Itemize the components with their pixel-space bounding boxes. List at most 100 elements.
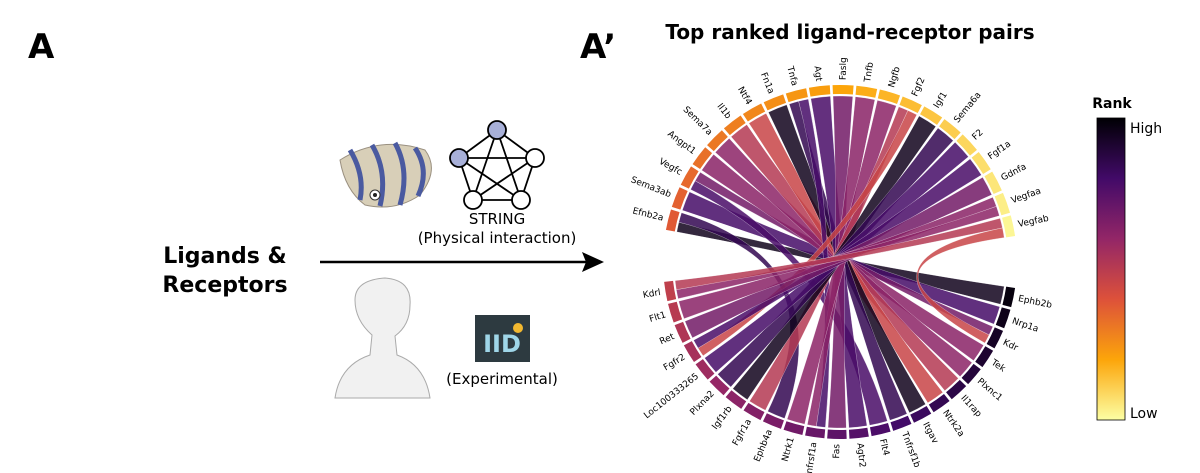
- node-label: Vegfab: [1017, 214, 1050, 230]
- node-label: Kdrl: [642, 288, 661, 301]
- node-label: Sema7a: [681, 105, 714, 138]
- node-label: Vegfc: [657, 157, 684, 178]
- node-arc: [971, 152, 991, 174]
- node-arc: [1002, 215, 1016, 238]
- node-label: Plxna2: [689, 389, 717, 418]
- node-arc: [994, 192, 1011, 216]
- node-arc: [668, 301, 683, 323]
- legend-title: Rank: [1092, 96, 1132, 112]
- iid-text: IID: [483, 330, 521, 358]
- node-arc: [920, 106, 943, 125]
- node-label: Flt1: [648, 310, 667, 324]
- node-arc: [855, 85, 878, 98]
- node-arc: [692, 147, 713, 170]
- node-arc: [986, 327, 1004, 349]
- node-arc: [877, 89, 901, 104]
- network-icon: [449, 120, 545, 210]
- node-label: Plxnc1: [975, 377, 1004, 404]
- node-arc: [848, 427, 869, 439]
- string-label: STRING: [469, 210, 525, 228]
- node-label: Agt: [811, 65, 823, 82]
- node-arc: [984, 171, 1002, 194]
- node-arc: [808, 85, 831, 97]
- node-label: Vegfaa: [1010, 186, 1042, 206]
- node-label: Efnb2a: [631, 206, 664, 223]
- node-label: Fgf1a: [987, 139, 1013, 162]
- node-arc: [665, 209, 680, 232]
- node-arc: [961, 363, 981, 385]
- iid-logo: IID: [475, 315, 530, 362]
- node-arc: [664, 280, 677, 302]
- node-label: Gdnfa: [1000, 162, 1029, 183]
- node-arc: [674, 321, 691, 343]
- node-label: Ntrk2a: [940, 408, 966, 439]
- node-arc: [832, 84, 854, 95]
- node-label: Fgfr1a: [731, 418, 754, 448]
- node-label: Tnfb: [863, 61, 876, 84]
- node-label: Igf1rb: [711, 404, 735, 432]
- node-arc: [939, 119, 961, 140]
- panel-label: A’: [580, 27, 616, 67]
- node-label: Tnfrsf1a: [804, 441, 819, 473]
- node-arc: [725, 390, 747, 409]
- node-arc: [975, 346, 994, 368]
- node-arc: [1002, 286, 1016, 308]
- chord-title: Top ranked ligand-receptor pairs: [665, 20, 1034, 44]
- node-arc: [956, 134, 977, 156]
- chord: [798, 98, 831, 428]
- node-arc: [680, 166, 699, 189]
- node-arc: [743, 402, 765, 421]
- node-arc: [707, 130, 728, 152]
- left-text: Receptors: [162, 273, 287, 298]
- left-text: Ligands &: [163, 244, 287, 269]
- node-label: Igf1: [932, 90, 950, 110]
- node-arc: [671, 187, 688, 210]
- arrow: [320, 252, 604, 272]
- string-sub: (Physical interaction): [418, 229, 577, 247]
- chords: [674, 95, 1005, 429]
- panel-label: A: [28, 27, 55, 67]
- node-arc: [723, 115, 746, 136]
- node-label: Il1b: [715, 102, 733, 121]
- node-label: Fas: [832, 444, 842, 459]
- node-label: Ephb2b: [1017, 294, 1053, 311]
- node-arc: [928, 393, 950, 413]
- node-arc: [709, 375, 730, 396]
- node-arc: [890, 415, 912, 431]
- node-label: F2: [971, 128, 986, 143]
- node-label: Fgf2: [910, 76, 927, 98]
- legend-high: High: [1130, 121, 1162, 137]
- node-label: Angpt1: [665, 129, 697, 157]
- node-label: Fgfr2: [662, 353, 687, 374]
- node-arc: [805, 426, 826, 439]
- node-label: Tek: [988, 358, 1007, 375]
- node-label: Ntf4: [735, 85, 753, 107]
- human-icon: [334, 277, 431, 399]
- node-arc: [785, 88, 808, 103]
- node-arc: [762, 413, 784, 429]
- node-arc: [910, 405, 932, 423]
- node-arc: [946, 379, 967, 400]
- node-label: Ephb4a: [753, 428, 775, 463]
- node-label: Itgav: [920, 421, 940, 446]
- node-label: Agtr2: [854, 442, 867, 468]
- node-arc: [763, 94, 787, 111]
- node-label: Tnfa: [784, 64, 799, 87]
- node-label: Ret: [658, 332, 676, 347]
- node-arc: [783, 421, 805, 435]
- node-arc: [742, 103, 766, 122]
- node-label: Faslg: [839, 57, 849, 80]
- node-label: Fn1a: [758, 71, 776, 95]
- legend-low: Low: [1130, 406, 1158, 422]
- chord: [674, 218, 1003, 290]
- node-label: Kdr: [1001, 338, 1019, 354]
- node-arc: [683, 341, 702, 363]
- node-arc: [995, 307, 1011, 329]
- chord: [916, 227, 1005, 344]
- node-label: Ntrk1: [781, 436, 797, 463]
- node-label: Sema3ab: [629, 175, 672, 200]
- chord: [697, 110, 918, 357]
- node-label: Ngfb: [887, 65, 903, 89]
- rank-colorbar: Rank High Low: [1092, 96, 1162, 422]
